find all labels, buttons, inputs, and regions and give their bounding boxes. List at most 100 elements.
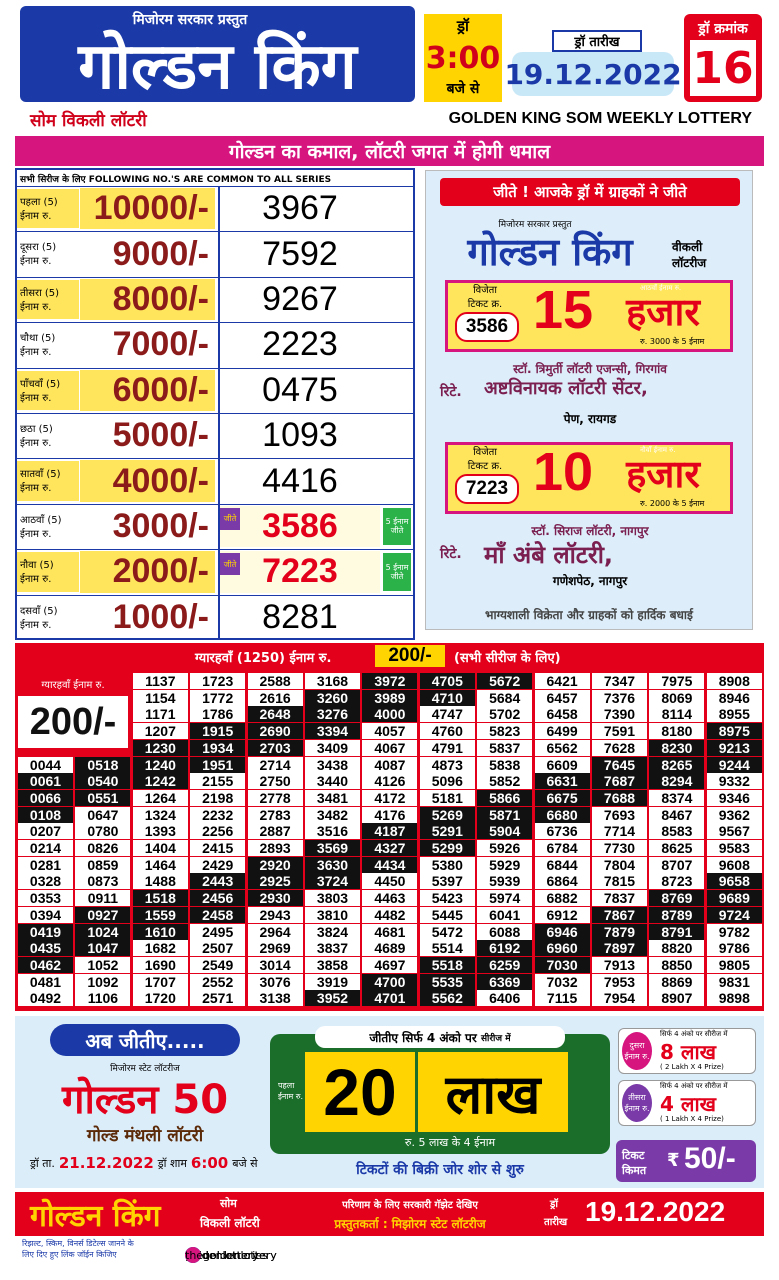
footer-date-label-1: ड्रॉ: [550, 1199, 558, 1210]
prize-number: 1171: [132, 706, 188, 723]
slogan: गोल्डन का कमाल, लॉटरी जगत में होगी धमाल: [15, 136, 764, 166]
winning-number: 9267: [220, 278, 380, 321]
prize-number: 5445: [419, 906, 475, 923]
promo-sub: गोल्ड मंथली लॉटरी: [86, 1125, 204, 1146]
winners-panel: [425, 170, 753, 630]
prize-number: 0859: [75, 856, 131, 873]
prize-number: 8869: [649, 973, 705, 990]
promo-right-detail: ( 2 Lakh X 4 Prize): [660, 1063, 724, 1071]
card-unit: हजार: [626, 290, 700, 334]
prize-number: 3481: [305, 789, 360, 806]
prize-number: 1106: [75, 990, 131, 1007]
prize-number: 8583: [649, 823, 705, 840]
prize-number: 8791: [649, 923, 705, 940]
footer-join-2: लिए दिए हुए लिंक जॉईन किजिए: [22, 1250, 117, 1259]
prize-label-2: ईनाम रु.: [20, 619, 52, 631]
prize-number: 8820: [649, 940, 705, 957]
winning-number: 0475: [220, 369, 380, 411]
divider: [218, 231, 220, 277]
winning-number: 7223: [220, 551, 380, 593]
prize-number: 4126: [362, 773, 418, 790]
promo-center-tag-text: जीतीए सिर्फ 4 अंको पर: [369, 1030, 477, 1045]
prize-number: 2893: [247, 840, 303, 856]
promo-time: 6:00: [190, 1154, 229, 1172]
prize-number: 6458: [534, 706, 590, 723]
prize-number: 1951: [190, 756, 246, 773]
prize-number: 2549: [190, 956, 246, 973]
prize-number: 2415: [190, 840, 246, 856]
card-retailer: अष्टविनायक लॉटरी सेंटर,: [484, 378, 648, 399]
prize-number: 1610: [132, 923, 188, 940]
prize-number: 9898: [706, 990, 762, 1007]
brand: गोल्डन किंग: [20, 6, 415, 104]
prize-number: 9658: [706, 873, 762, 890]
prize-number: 1723: [190, 673, 246, 689]
prize-number: 7837: [592, 890, 647, 907]
prize-number: 8114: [649, 706, 705, 723]
prize-number: 3138: [247, 990, 303, 1007]
prize-number: 3260: [305, 689, 360, 706]
prize-number: 2943: [247, 906, 303, 923]
ticket-label-2: टिकट क्र.: [467, 299, 503, 310]
prize-number: 0540: [75, 773, 131, 790]
prize-number: 0551: [75, 789, 131, 806]
prize-number: 9786: [706, 940, 762, 957]
promo-date-label: ड्रॉ ता.: [30, 1156, 55, 1170]
row-line: [17, 186, 413, 231]
prize-number: 1464: [132, 856, 188, 873]
prize-number: 4087: [362, 756, 418, 773]
winners-brand-sub-2: लॉटरीज: [672, 256, 707, 270]
promo-sale: टिकटों की बिक्री जोर शोर से शुरु: [356, 1161, 524, 1178]
label-cell: [17, 506, 79, 547]
ticket-label-1: विजेता: [473, 447, 497, 458]
prize-number: 0435: [18, 940, 73, 957]
winner-tag: जीते: [220, 507, 240, 530]
prize-number: 1720: [132, 990, 188, 1007]
prize-number: 2588: [247, 673, 303, 689]
prize-number: 1052: [75, 956, 131, 973]
divider: [218, 322, 220, 368]
prize-number: 7645: [592, 756, 647, 773]
prize-number: 8180: [649, 723, 705, 740]
prize-number: 5291: [419, 823, 475, 840]
prize-number: 5702: [477, 706, 533, 723]
prize-number: 6562: [534, 739, 590, 756]
prize-number: 8230: [649, 739, 705, 756]
label-cell: [17, 370, 79, 410]
number-label: ड्रॉ क्रमांक: [698, 20, 748, 37]
card-amount: 10: [532, 442, 594, 502]
prize-number: 5871: [477, 806, 533, 823]
card-prize-label: आठवाँ ईनाम रु.: [640, 284, 682, 292]
promo-time-suffix: बजे से: [232, 1156, 258, 1170]
prize-number: 6088: [477, 923, 533, 940]
card-retailer: माँ अंबे लॉटरी,: [484, 541, 614, 569]
divider: [218, 367, 220, 413]
card-unit: हजार: [626, 452, 700, 496]
winning-number: 4416: [220, 460, 380, 502]
prize-number: 3989: [362, 689, 418, 706]
prize-amount: 6000/-: [80, 369, 215, 411]
prize-number: 5926: [477, 840, 533, 856]
prize-number: 4176: [362, 806, 418, 823]
label-cell: [17, 597, 79, 637]
prize-number: 2458: [190, 906, 246, 923]
label-cell: [17, 461, 79, 501]
row-line: [17, 322, 413, 367]
prize-label-1: दूसरा (5): [20, 242, 57, 254]
prize-number: 7897: [592, 940, 647, 957]
prize-number: 2429: [190, 856, 246, 873]
prize-number: 0066: [18, 789, 73, 806]
prize-number: 8723: [649, 873, 705, 890]
prize-number: 4463: [362, 890, 418, 907]
prize-number: 4450: [362, 873, 418, 890]
draw-time-suffix: बजे से: [446, 80, 480, 97]
prize-number: 1092: [75, 973, 131, 990]
prize-amount: 10000/-: [80, 188, 215, 230]
prize-number: 4057: [362, 723, 418, 740]
card-retailer-prefix: रिटे.: [440, 546, 462, 562]
prize-number: 7954: [592, 990, 647, 1007]
footer-join-1: रिझल्ट, स्किम, विनर्स डिटेल्स जानने के: [22, 1239, 134, 1248]
prize-number: 2232: [190, 806, 246, 823]
prize-amount: 9000/-: [80, 233, 215, 275]
prize-label-1: छठा (5): [20, 424, 53, 435]
